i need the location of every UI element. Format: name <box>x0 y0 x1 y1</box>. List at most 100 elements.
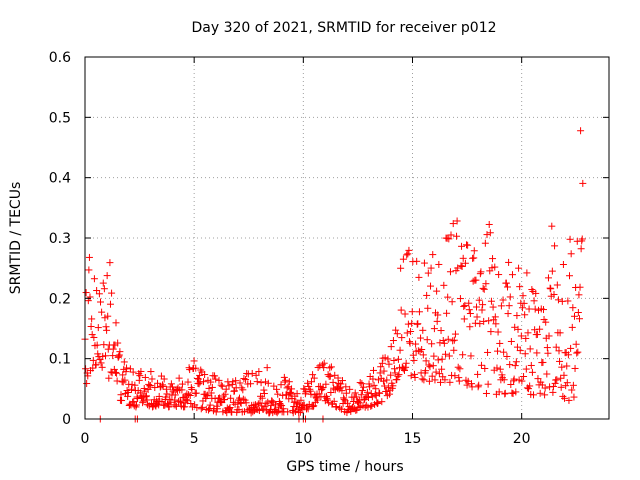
data-point <box>397 306 405 314</box>
data-point <box>545 332 553 340</box>
data-point <box>477 268 485 276</box>
data-point <box>273 409 281 417</box>
data-point <box>190 357 198 365</box>
data-point <box>380 367 388 375</box>
data-point <box>494 328 502 336</box>
data-point <box>325 399 333 407</box>
data-point <box>437 327 445 335</box>
data-point <box>468 383 476 391</box>
data-point <box>221 395 229 403</box>
data-point <box>256 399 264 407</box>
data-point <box>543 370 551 378</box>
data-point <box>236 379 244 387</box>
data-point <box>219 392 227 400</box>
data-point <box>165 403 173 411</box>
data-point <box>294 399 302 407</box>
tick-labels: 0 5 10 15 20 0 0.1 0.2 0.3 0.4 0.5 0.6 <box>49 50 531 447</box>
data-point <box>446 378 454 386</box>
data-point <box>404 250 412 258</box>
data-point <box>119 371 127 379</box>
data-point <box>172 401 180 409</box>
data-point <box>433 287 441 295</box>
data-point <box>512 388 520 396</box>
data-point <box>88 331 96 339</box>
data-point <box>438 365 446 373</box>
data-point <box>501 390 509 398</box>
data-point <box>422 367 430 375</box>
data-point <box>567 344 575 352</box>
data-point <box>461 301 469 309</box>
data-point <box>148 375 156 383</box>
data-point <box>455 374 463 382</box>
data-point <box>510 375 518 383</box>
data-point <box>477 361 485 369</box>
data-point <box>520 373 528 381</box>
chart-title: Day 320 of 2021, SRMTID for receiver p01… <box>191 20 496 36</box>
data-point <box>578 235 586 243</box>
y-tick-label: 0.5 <box>49 110 71 126</box>
data-point <box>490 316 498 324</box>
data-point <box>330 397 338 405</box>
data-point <box>276 401 284 409</box>
data-point <box>465 306 473 314</box>
data-point <box>487 328 495 336</box>
data-point <box>476 320 484 328</box>
data-point <box>218 382 226 390</box>
data-point <box>474 383 482 391</box>
data-point <box>376 369 384 377</box>
data-point <box>182 396 190 404</box>
data-point <box>502 279 510 287</box>
data-point <box>288 385 296 393</box>
data-point <box>576 283 584 291</box>
data-point <box>518 377 526 385</box>
data-point <box>435 260 443 268</box>
x-tick-label: 20 <box>513 431 531 447</box>
data-point <box>438 355 446 363</box>
data-point <box>258 402 266 410</box>
data-point <box>563 362 571 370</box>
data-point <box>85 253 93 261</box>
data-point <box>310 402 318 410</box>
data-point <box>569 381 577 389</box>
data-point <box>393 376 401 384</box>
data-point <box>131 381 139 389</box>
data-point <box>434 356 442 364</box>
data-point <box>121 376 129 384</box>
data-point <box>410 356 418 364</box>
data-point <box>109 345 117 353</box>
data-point <box>549 382 557 390</box>
data-point <box>283 391 291 399</box>
data-point <box>102 323 110 331</box>
data-point <box>453 232 461 240</box>
data-point <box>484 348 492 356</box>
data-point <box>354 399 362 407</box>
data-point <box>429 362 437 370</box>
data-point <box>304 379 312 387</box>
data-point <box>514 325 522 333</box>
data-point <box>280 373 288 381</box>
data-point <box>567 250 575 258</box>
data-point <box>85 266 93 274</box>
data-point <box>302 388 310 396</box>
data-point <box>410 370 418 378</box>
data-point <box>444 293 452 301</box>
data-point <box>104 312 112 320</box>
data-point <box>450 336 458 344</box>
data-point <box>401 366 409 374</box>
data-point <box>358 387 366 395</box>
data-point <box>207 378 215 386</box>
data-point <box>257 379 265 387</box>
data-point <box>496 365 504 373</box>
data-point <box>274 390 282 398</box>
data-point <box>98 308 106 316</box>
data-point <box>548 222 556 230</box>
data-point <box>175 374 183 382</box>
data-point <box>491 263 499 271</box>
data-point <box>278 402 286 410</box>
data-point <box>95 290 103 298</box>
data-point <box>186 391 194 399</box>
data-point <box>564 351 572 359</box>
data-point <box>449 220 457 228</box>
data-point <box>500 348 508 356</box>
data-point <box>510 377 518 385</box>
